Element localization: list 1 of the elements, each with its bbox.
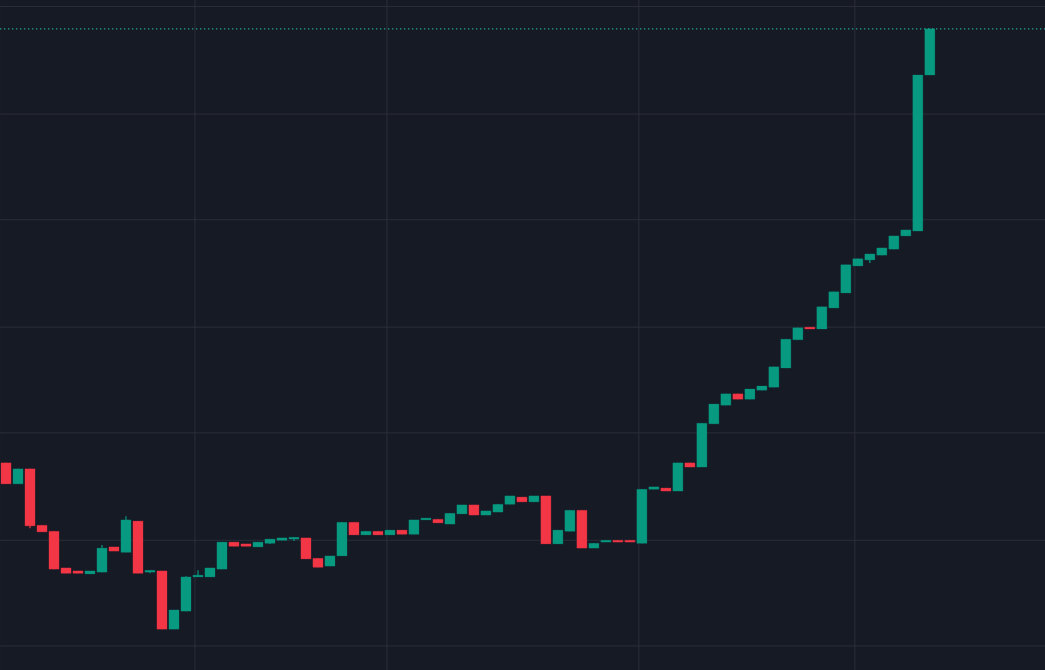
candlestick [0, 462, 12, 485]
